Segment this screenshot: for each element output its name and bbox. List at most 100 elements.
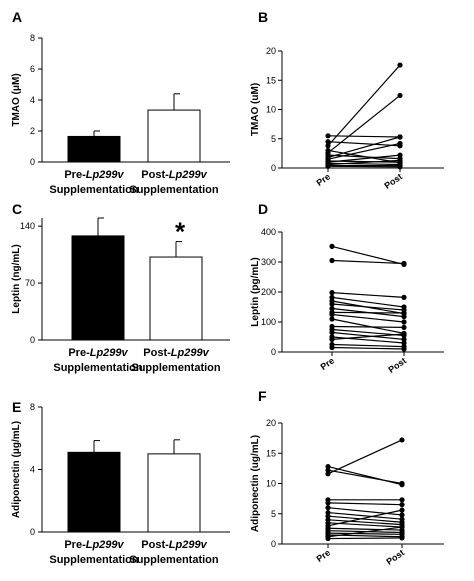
panel-a-bar-2	[147, 109, 201, 163]
panel-f-point-pre-2	[325, 467, 331, 473]
panel-f-y-tick-label: 5	[271, 509, 276, 519]
panel-f-point-post-3	[399, 437, 405, 443]
panel-d-point-pre-15	[329, 336, 335, 342]
panel-b-series-line-14	[327, 165, 401, 168]
panel-a-category-sub: Supplementation	[49, 184, 139, 196]
panel-f-series-line-7	[327, 511, 403, 520]
panel-d-point-pre-9	[329, 311, 335, 318]
panel-b-series-line-5	[327, 94, 401, 154]
panel-b-point-pre-14	[325, 163, 331, 169]
panel-d-y-tick-label: 200	[261, 287, 276, 297]
panel-c-y-tick-label: 140	[20, 221, 35, 231]
panel-b-series-line-12	[327, 159, 401, 166]
panel-f-point-pre-8	[325, 513, 331, 519]
panel-d-point-post-7	[401, 314, 407, 320]
panel-f-series-line-2	[327, 469, 403, 485]
panel-f-y-tick-label: 0	[271, 539, 276, 549]
panel-b-series-line-3	[327, 64, 401, 147]
panel-f-point-pre-6	[325, 505, 331, 511]
panel-f-point-post-17	[399, 535, 405, 541]
panel-e-label: E	[12, 399, 21, 415]
panel-f-x-tick-label: Post	[384, 547, 406, 566]
panel-b-series-line-2	[327, 141, 401, 147]
panel-a-label: A	[12, 9, 22, 25]
panel-f-y-tick-label: 15	[266, 448, 276, 458]
panel-d-point-pre-13	[329, 329, 335, 336]
panel-d-series-line-2	[331, 259, 405, 265]
panel-b-x-tick-label: Pre	[315, 171, 333, 188]
panel-c-label: C	[12, 201, 22, 217]
panel-f-point-pre-7	[325, 509, 331, 516]
panel-f-series-line-9	[327, 519, 403, 526]
panel-b-y-tick-label: 5	[271, 134, 276, 144]
panel-d-point-pre-4	[329, 294, 335, 300]
panel-f-series-line-6	[327, 507, 403, 516]
panel-d-label: D	[258, 201, 268, 217]
panel-b-series-line-10	[327, 154, 401, 163]
panel-e-bar-1	[67, 451, 121, 533]
panel-a-y-tick-label: 6	[30, 64, 35, 74]
panel-d-y-tick-label: 400	[261, 227, 276, 237]
panel-f-y-tick-label: 20	[266, 418, 276, 428]
panel-a-y-tick-label: 2	[30, 126, 35, 136]
panel-d-point-post-9	[401, 319, 407, 325]
panel-c-category-strain: Lp299v	[171, 347, 210, 359]
panel-b-point-post-5	[397, 92, 403, 99]
panel-d-series-line-9	[331, 313, 405, 323]
panel-b-label: B	[258, 9, 268, 25]
panel-b-x-tick-label: Post	[382, 171, 404, 190]
panel-b-y-axis-label: TMAO (uM)	[250, 83, 261, 136]
panel-b-point-pre-2	[325, 139, 331, 145]
panel-b-series-line-8	[327, 142, 401, 160]
panel-f-y-tick-label: 10	[266, 479, 276, 489]
panel-a-category-prefix: Post-	[141, 169, 169, 181]
panel-f-series-line-8	[327, 515, 403, 523]
panel-d-point-pre-2	[329, 257, 335, 264]
panel-d-series-line-17	[331, 346, 405, 350]
panel-d-series-line-10	[331, 318, 405, 334]
panel-c-category-strain: Lp299v	[90, 347, 129, 359]
panel-b-point-post-12	[397, 157, 403, 163]
panel-f-point-pre-17	[325, 535, 331, 542]
panel-d-series-line-15	[331, 333, 405, 340]
panel-c-category-sub: Supplementation	[53, 362, 143, 374]
panel-a-y-tick-label: 8	[30, 33, 35, 43]
panel-c-significance-marker: *	[175, 217, 186, 247]
panel-e-category-strain: Lp299v	[86, 539, 125, 551]
panel-a-category-prefix: Pre-	[64, 169, 86, 181]
panel-d-point-pre-3	[329, 290, 335, 296]
panel-f-series-line-16	[327, 526, 403, 538]
panel-d-x-tick-label: Pre	[319, 355, 337, 372]
panel-f-point-post-4	[399, 497, 405, 503]
panel-b-point-post-3	[397, 62, 403, 68]
panel-a-category-2: Post-Lp299v	[141, 169, 207, 181]
panel-d-point-pre-7	[329, 305, 335, 312]
panel-e-y-axis-label: Adiponectin (μg/mL)	[11, 421, 22, 518]
panel-b-point-post-8	[397, 140, 403, 147]
panel-d-series-line-16	[331, 343, 405, 348]
panel-d-x-tick-label: Post	[386, 355, 408, 374]
panel-d-series-line-11	[331, 325, 405, 328]
panel-f-point-pre-1	[325, 463, 331, 470]
panel-d-series-line-8	[331, 311, 405, 314]
panel-b-y-tick-label: 20	[266, 46, 276, 56]
panel-c-y-tick-label: 70	[25, 278, 35, 288]
panel-e-category-2: Post-Lp299v	[141, 539, 207, 551]
panel-c-category-sub: Supplementation	[131, 362, 221, 374]
panel-b-series-line-1	[327, 135, 401, 138]
panel-c-category-prefix: Post-	[143, 347, 171, 359]
panel-f-point-post-11	[399, 507, 405, 513]
panel-d-series-line-4	[331, 296, 405, 308]
panel-f-label: F	[258, 388, 267, 404]
panel-a-y-axis-label: TMAO (μM)	[11, 73, 22, 126]
panel-d-point-post-2	[401, 260, 407, 267]
panel-b-point-pre-3	[325, 143, 331, 149]
panel-b-point-post-10	[397, 152, 403, 158]
panel-f-y-axis-label: Adiponectin (ug/mL)	[250, 435, 261, 532]
panel-b-y-tick-label: 10	[266, 105, 276, 115]
panel-f-series-line-14	[327, 532, 403, 535]
panel-d-y-tick-label: 300	[261, 257, 276, 267]
panel-f-series-line-5	[327, 502, 403, 506]
panel-f-point-post-5	[399, 502, 405, 508]
panel-d-y-axis-label: Leptin (pg/mL)	[250, 257, 261, 326]
